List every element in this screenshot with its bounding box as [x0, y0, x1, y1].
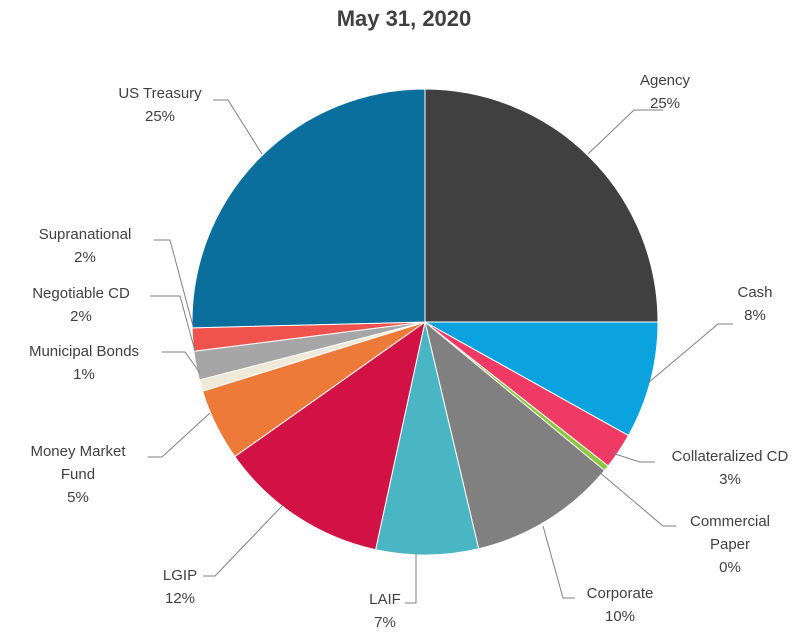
leader-line [154, 239, 194, 327]
leader-line [587, 109, 663, 155]
pie-slice-us-treasury [191, 88, 426, 329]
slice-label: LGIP 12% [163, 567, 197, 607]
leader-line [647, 323, 733, 384]
slice-label: Money Market Fund 5% [30, 443, 126, 506]
pie-slice-laif [375, 321, 480, 556]
slice-label: Collateralized CD 3% [672, 448, 789, 488]
leader-line [213, 99, 263, 155]
leader-line [162, 351, 201, 374]
leader-line [542, 525, 575, 599]
leader-line [148, 412, 211, 458]
slice-label: Commercial Paper 0% [690, 513, 770, 576]
slice-label: Corporate 10% [587, 585, 654, 625]
slice-label: LAIF 7% [369, 591, 401, 631]
leader-line [611, 452, 655, 463]
slice-label: Supranational 2% [39, 226, 132, 266]
slice-label: Cash 8% [737, 284, 772, 324]
slice-label: Agency 25% [640, 72, 691, 112]
pie-slice-agency [424, 88, 659, 323]
leader-line [203, 504, 284, 577]
pie-slice-lgip [234, 320, 426, 551]
leader-line [597, 470, 676, 527]
chart-title: May 31, 2020 [336, 6, 472, 31]
slice-label: Negotiable CD 2% [32, 285, 130, 325]
slice-label: US Treasury 25% [118, 85, 202, 125]
leader-line [150, 295, 196, 352]
pie-slice-corporate [424, 320, 606, 550]
slice-label: Municipal Bonds 1% [29, 343, 139, 383]
leader-line [405, 553, 417, 604]
